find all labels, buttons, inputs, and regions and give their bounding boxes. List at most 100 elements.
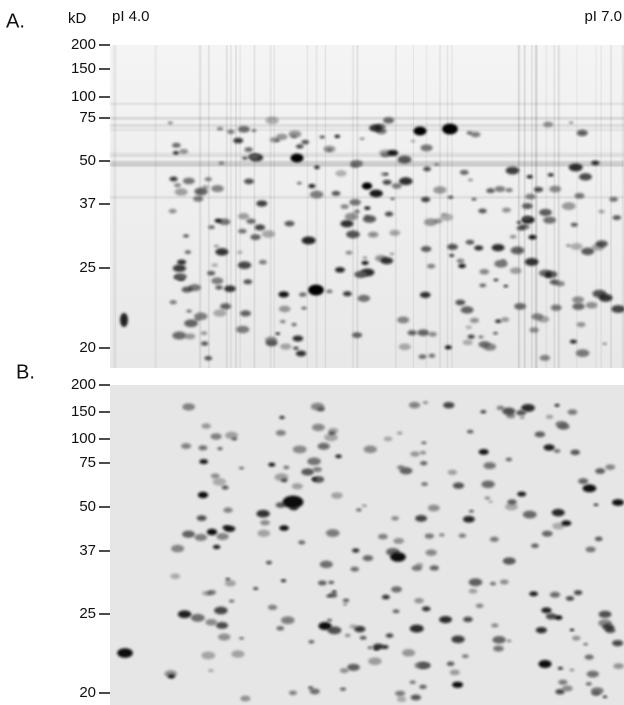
streak <box>110 164 624 166</box>
spot <box>319 560 333 569</box>
spot <box>359 137 365 141</box>
spot <box>397 316 410 324</box>
spot <box>525 193 536 200</box>
spot <box>612 215 622 221</box>
spot <box>362 256 368 260</box>
spot <box>501 207 511 213</box>
spot <box>172 331 187 340</box>
spot <box>411 565 423 572</box>
spot <box>385 633 394 638</box>
spot <box>314 165 320 170</box>
spot <box>442 123 458 135</box>
spot <box>265 339 278 347</box>
spot <box>307 457 321 466</box>
spot <box>602 623 615 631</box>
spot <box>218 218 231 226</box>
spot <box>319 135 326 139</box>
spot <box>316 406 325 412</box>
spot <box>327 618 333 622</box>
streak <box>110 129 624 131</box>
spot <box>214 218 222 223</box>
spot <box>194 318 200 321</box>
spot <box>253 587 259 591</box>
spot <box>265 560 272 565</box>
spot <box>572 635 581 641</box>
streak <box>351 45 355 368</box>
streak <box>576 45 578 368</box>
spot <box>238 228 247 234</box>
spot <box>543 121 554 128</box>
spot <box>584 654 594 660</box>
spot <box>557 423 570 430</box>
spot <box>275 332 280 335</box>
spot <box>210 433 222 440</box>
spot <box>489 536 499 542</box>
spot <box>593 503 599 507</box>
spot <box>317 580 327 586</box>
tick-label: 75 <box>79 109 96 126</box>
spot <box>221 485 229 490</box>
spot <box>284 220 295 227</box>
spot <box>223 507 233 513</box>
spot <box>288 130 302 138</box>
spot <box>297 181 302 185</box>
streak <box>110 161 624 163</box>
spot <box>572 302 585 310</box>
streak <box>110 155 624 157</box>
spot <box>449 254 455 257</box>
spot <box>553 449 561 453</box>
spot <box>491 243 505 252</box>
streak <box>517 45 521 368</box>
spot <box>467 334 475 339</box>
spot <box>396 696 407 703</box>
spot <box>254 224 266 231</box>
spot <box>466 131 473 135</box>
spot <box>427 504 440 512</box>
spot <box>611 305 624 313</box>
spot <box>423 401 429 404</box>
spot <box>479 283 487 288</box>
spot <box>541 530 553 537</box>
spot <box>460 306 474 314</box>
spot <box>591 160 600 166</box>
spot <box>495 319 502 324</box>
spot <box>531 543 539 549</box>
streak <box>110 152 624 155</box>
spot <box>421 482 428 487</box>
spot <box>200 341 209 346</box>
spot <box>279 319 286 324</box>
spot <box>301 139 310 145</box>
spot <box>347 663 360 671</box>
spot <box>265 116 279 125</box>
spot <box>361 182 373 190</box>
spot <box>539 208 552 217</box>
streak <box>610 45 613 368</box>
spot <box>199 459 209 465</box>
spot <box>251 129 257 132</box>
streak <box>553 45 556 368</box>
spot <box>529 591 538 597</box>
spot <box>211 263 219 268</box>
streak <box>273 45 276 368</box>
spot <box>225 577 230 581</box>
spot <box>506 639 512 643</box>
spot <box>236 250 243 254</box>
spot <box>434 162 440 166</box>
spot <box>269 137 280 143</box>
streak <box>269 45 272 368</box>
spot <box>452 681 464 688</box>
spot <box>181 286 193 293</box>
spot <box>494 259 508 268</box>
spot <box>415 515 428 522</box>
spot <box>194 533 208 541</box>
spot <box>340 204 349 210</box>
spot <box>308 640 315 644</box>
spot <box>398 177 413 186</box>
spot <box>182 177 195 185</box>
spot <box>219 303 232 310</box>
tick-label: 37 <box>79 195 96 212</box>
streak <box>535 45 538 368</box>
spot <box>197 491 209 499</box>
streak <box>621 45 624 368</box>
spot <box>381 644 389 649</box>
